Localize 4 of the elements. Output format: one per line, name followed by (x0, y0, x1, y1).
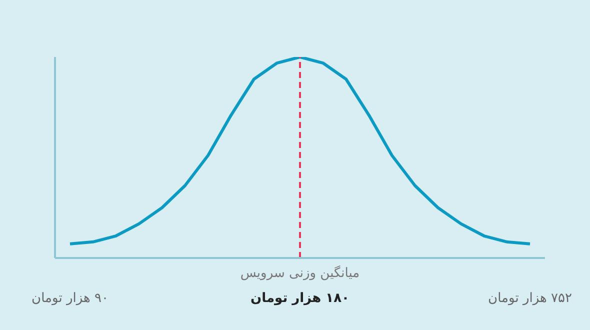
ref-line-label: میانگین وزنی سرویس (240, 265, 360, 282)
x-tick-label: ۷۵۲ هزار تومان (488, 291, 572, 306)
x-tick-label: ۹۰ هزار تومان (32, 291, 108, 306)
x-tick-label: ۱۸۰ هزار تومان (250, 291, 350, 306)
